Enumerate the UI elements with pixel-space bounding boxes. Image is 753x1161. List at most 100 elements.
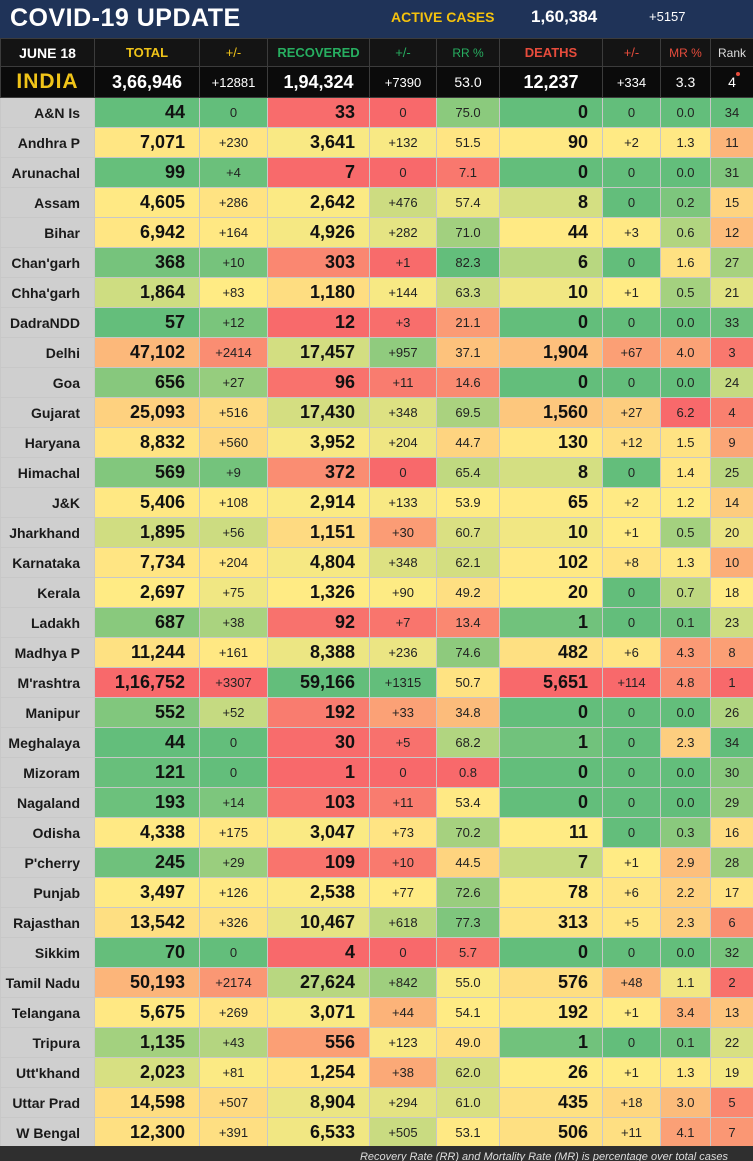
recovery-rate-cell: 5.7 [436,937,500,968]
deaths-cell: 26 [499,1057,603,1088]
active-cases-value: 1,60,384 [531,7,598,26]
deaths-cell: 192 [499,997,603,1028]
recovery-rate-cell: 62.1 [436,547,500,578]
state-name-cell: Arunachal [0,157,95,188]
india-recovered: 1,94,324 [267,66,370,98]
recovery-rate-cell: 75.0 [436,97,500,128]
mortality-rate-cell: 4.8 [660,667,711,698]
header-deaths-delta: +/- [602,38,661,67]
total-cases-cell: 687 [94,607,200,638]
recovery-rate-cell: 57.4 [436,187,500,218]
recovered-delta-cell: +90 [369,577,437,608]
deaths-delta-cell: +67 [602,337,661,368]
total-delta-cell: +516 [199,397,268,428]
mortality-rate-cell: 0.6 [660,217,711,248]
mortality-rate-cell: 2.3 [660,907,711,938]
recovered-cell: 1,180 [267,277,370,308]
header-date: JUNE 18 [0,38,95,67]
deaths-cell: 130 [499,427,603,458]
deaths-delta-cell: 0 [602,1027,661,1058]
recovered-delta-cell: +10 [369,847,437,878]
table-row: P'cherry 245 +29 109 +10 44.5 7 +1 2.9 28 [0,847,753,878]
deaths-cell: 7 [499,847,603,878]
deaths-cell: 506 [499,1117,603,1148]
table-row: Sikkim 70 0 4 0 5.7 0 0 0.0 32 [0,937,753,968]
recovered-delta-cell: +11 [369,367,437,398]
header-recovered: RECOVERED [267,38,370,67]
deaths-cell: 65 [499,487,603,518]
recovered-cell: 556 [267,1027,370,1058]
recovered-delta-cell: +44 [369,997,437,1028]
recovery-rate-cell: 50.7 [436,667,500,698]
table-row: J&K 5,406 +108 2,914 +133 53.9 65 +2 1.2 14 [0,487,753,518]
recovery-rate-cell: 55.0 [436,967,500,998]
mortality-rate-cell: 0.5 [660,277,711,308]
total-delta-cell: +29 [199,847,268,878]
state-name-cell: Mizoram [0,757,95,788]
total-delta-cell: +108 [199,487,268,518]
total-delta-cell: +126 [199,877,268,908]
recovered-delta-cell: +505 [369,1117,437,1148]
total-delta-cell: +52 [199,697,268,728]
total-cases-cell: 569 [94,457,200,488]
recovered-cell: 3,952 [267,427,370,458]
total-delta-cell: +27 [199,367,268,398]
state-name-cell: Punjab [0,877,95,908]
deaths-cell: 78 [499,877,603,908]
rank-cell: 14 [710,487,753,518]
recovery-rate-cell: 34.8 [436,697,500,728]
state-name-cell: Uttar Prad [0,1087,95,1118]
deaths-delta-cell: 0 [602,787,661,818]
deaths-delta-cell: 0 [602,367,661,398]
deaths-cell: 0 [499,307,603,338]
rank-cell: 33 [710,307,753,338]
total-cases-cell: 11,244 [94,637,200,668]
deaths-cell: 6 [499,247,603,278]
total-delta-cell: +507 [199,1087,268,1118]
total-cases-cell: 4,338 [94,817,200,848]
header-rank: Rank [710,38,753,67]
table-row: Kerala 2,697 +75 1,326 +90 49.2 20 0 0.7 18 [0,577,753,608]
total-delta-cell: +81 [199,1057,268,1088]
total-cases-cell: 14,598 [94,1087,200,1118]
deaths-cell: 20 [499,577,603,608]
table-row: Chan'garh 368 +10 303 +1 82.3 6 0 1.6 27 [0,247,753,278]
recovery-rate-cell: 51.5 [436,127,500,158]
deaths-delta-cell: 0 [602,697,661,728]
mortality-rate-cell: 0.3 [660,817,711,848]
total-delta-cell: +38 [199,607,268,638]
deaths-cell: 1,904 [499,337,603,368]
deaths-delta-cell: 0 [602,97,661,128]
state-name-cell: Manipur [0,697,95,728]
rank-cell: 19 [710,1057,753,1088]
state-name-cell: Haryana [0,427,95,458]
total-delta-cell: +230 [199,127,268,158]
mortality-rate-cell: 1.3 [660,127,711,158]
mortality-rate-cell: 0.0 [660,787,711,818]
state-name-cell: Ladakh [0,607,95,638]
recovery-rate-cell: 65.4 [436,457,500,488]
deaths-cell: 0 [499,757,603,788]
rank-cell: 4 [710,397,753,428]
column-header-row: JUNE 18 TOTAL +/- RECOVERED +/- RR % DEA… [0,38,753,67]
recovered-cell: 30 [267,727,370,758]
rank-cell: 27 [710,247,753,278]
recovered-cell: 8,904 [267,1087,370,1118]
total-delta-cell: +43 [199,1027,268,1058]
india-deaths: 12,237 [499,66,603,98]
rank-marker-dot [736,72,740,76]
rank-cell: 21 [710,277,753,308]
deaths-delta-cell: +5 [602,907,661,938]
rank-cell: 13 [710,997,753,1028]
recovered-cell: 2,642 [267,187,370,218]
deaths-delta-cell: +2 [602,487,661,518]
mortality-rate-cell: 2.3 [660,727,711,758]
mortality-rate-cell: 0.1 [660,1027,711,1058]
table-row: Jharkhand 1,895 +56 1,151 +30 60.7 10 +1 0.5 20 [0,517,753,548]
recovered-cell: 6,533 [267,1117,370,1148]
mortality-rate-cell: 0.1 [660,607,711,638]
total-cases-cell: 2,023 [94,1057,200,1088]
rank-cell: 22 [710,1027,753,1058]
deaths-cell: 0 [499,937,603,968]
